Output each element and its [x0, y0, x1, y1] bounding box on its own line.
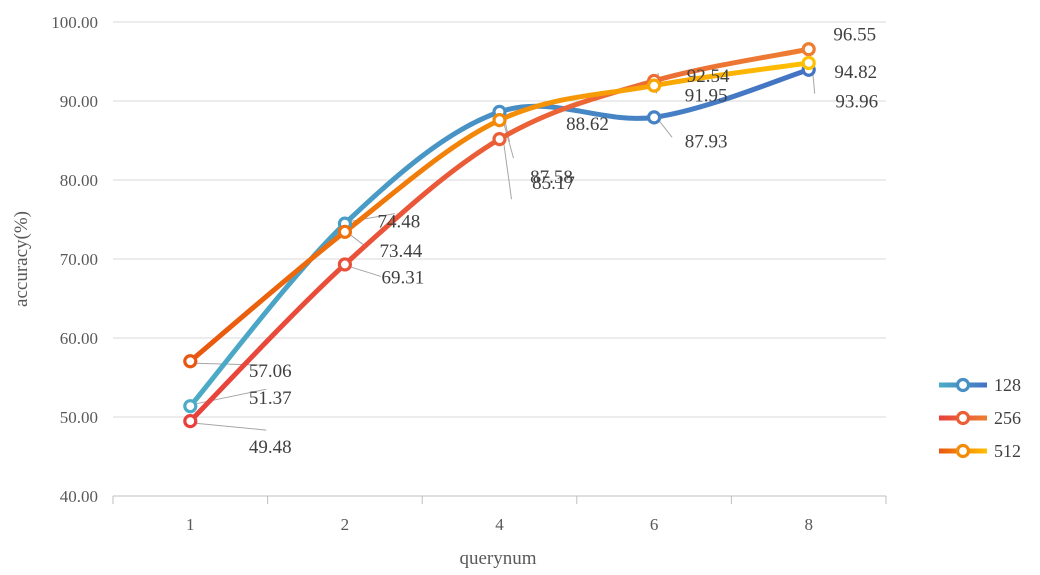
- x-tick-label: 4: [495, 515, 504, 534]
- data-label: 73.44: [380, 241, 423, 262]
- data-label: 49.48: [249, 437, 292, 458]
- x-axis-title: querynum: [459, 548, 536, 569]
- data-label: 88.62: [566, 114, 609, 135]
- series-line-256: [187, 46, 812, 424]
- label-leader-line: [348, 265, 382, 277]
- y-tick-label: 100.00: [51, 13, 98, 32]
- series-point-128: [183, 399, 198, 414]
- data-label: 74.48: [378, 212, 421, 233]
- series-line-128: [187, 67, 812, 409]
- label-leader-line: [812, 71, 816, 94]
- legend: 128 256 512: [939, 375, 1021, 461]
- series-point-512: [183, 354, 198, 369]
- series-point-256: [801, 42, 816, 57]
- x-tick-label: 6: [650, 515, 659, 534]
- data-labels: 51.37 74.48 88.62 87.93 93.96 49.48 69.31 85.17…: [249, 24, 878, 458]
- label-leader-line: [657, 119, 673, 138]
- legend-marker-256: [955, 410, 971, 426]
- x-tick-label: 2: [341, 515, 350, 534]
- y-tick-label: 80.00: [60, 171, 98, 190]
- y-tick-label: 70.00: [60, 250, 98, 269]
- data-label: 51.37: [249, 388, 292, 409]
- data-label: 92.54: [687, 66, 730, 87]
- series-point-256: [183, 414, 198, 429]
- label-leader-line: [194, 362, 267, 366]
- axes: 40.00 50.00 60.00 70.00 80.00 90.00 100.00 1 2 4 6…: [51, 13, 887, 534]
- series-point-128: [646, 110, 662, 125]
- y-tick-label: 60.00: [60, 329, 98, 348]
- data-label: 87.58: [530, 167, 573, 188]
- y-tick-label: 50.00: [60, 408, 98, 427]
- y-axis-title: accuracy(%): [11, 211, 32, 307]
- legend-label-128: 128: [994, 375, 1021, 395]
- label-leader-line: [194, 422, 267, 431]
- series-point-512: [646, 78, 662, 93]
- data-label: 87.93: [685, 131, 728, 152]
- series-point-512: [801, 55, 816, 71]
- legend-label-256: 256: [994, 408, 1021, 428]
- data-label: 96.55: [833, 24, 876, 45]
- series-point-256: [492, 132, 507, 147]
- data-label: 94.82: [834, 62, 877, 83]
- data-label: 57.06: [249, 361, 292, 382]
- data-label: 69.31: [382, 267, 425, 288]
- label-leader-line: [503, 121, 514, 159]
- x-tick-label: 1: [186, 515, 195, 534]
- legend-label-512: 512: [994, 441, 1021, 461]
- legend-marker-512: [955, 443, 971, 459]
- y-tick-label: 90.00: [60, 92, 98, 111]
- x-tick-label: 8: [804, 515, 813, 534]
- data-label: 93.96: [835, 92, 878, 113]
- data-label: 85.17: [532, 173, 575, 194]
- series-point-256: [337, 257, 352, 272]
- legend-marker-128: [955, 377, 971, 393]
- series-point-512: [337, 224, 352, 239]
- data-label: 91.95: [685, 86, 728, 107]
- label-leader-line: [503, 141, 512, 200]
- y-tick-label: 40.00: [60, 487, 98, 506]
- series-markers: [183, 42, 816, 429]
- series-point-512: [492, 113, 507, 128]
- label-leader-line: [348, 233, 366, 247]
